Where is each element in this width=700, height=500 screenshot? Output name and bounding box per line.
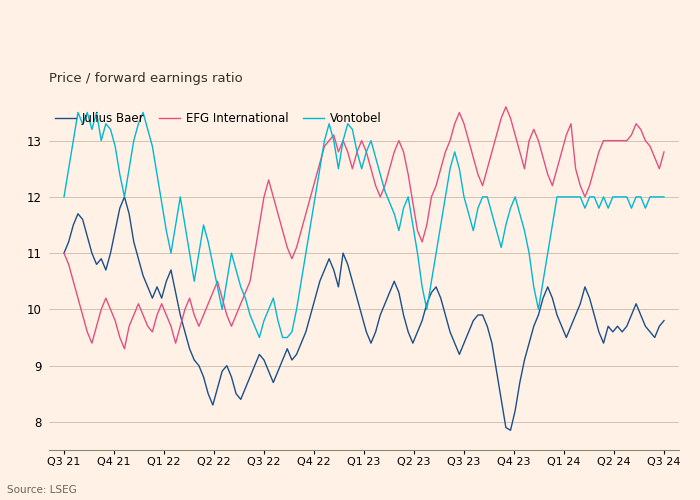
EFG International — [120, 346, 129, 352]
Vontobel — [325, 120, 333, 126]
Vontobel — [511, 194, 519, 200]
Line: Julius Baer: Julius Baer — [64, 197, 664, 430]
Julius Baer — [660, 318, 668, 324]
Vontobel — [60, 194, 68, 200]
Legend: Julius Baer, EFG International, Vontobel: Julius Baer, EFG International, Vontobel — [55, 112, 382, 125]
Vontobel — [381, 188, 389, 194]
Vontobel — [465, 211, 473, 217]
Julius Baer — [539, 295, 547, 301]
EFG International — [660, 149, 668, 155]
Vontobel — [74, 110, 82, 116]
Julius Baer — [511, 408, 519, 414]
Vontobel — [660, 194, 668, 200]
Julius Baer — [60, 250, 68, 256]
EFG International — [511, 132, 519, 138]
EFG International — [321, 143, 329, 149]
Line: EFG International: EFG International — [64, 107, 664, 349]
Julius Baer — [506, 428, 514, 434]
EFG International — [376, 194, 384, 200]
Julius Baer — [460, 340, 468, 346]
Vontobel — [228, 250, 236, 256]
Vontobel — [539, 278, 547, 284]
Julius Baer — [120, 194, 129, 200]
EFG International — [60, 250, 68, 256]
EFG International — [228, 323, 236, 329]
Line: Vontobel: Vontobel — [64, 112, 664, 338]
Text: Source: LSEG: Source: LSEG — [7, 485, 77, 495]
Vontobel — [255, 334, 263, 340]
Julius Baer — [228, 374, 236, 380]
Julius Baer — [321, 267, 329, 273]
Julius Baer — [376, 312, 384, 318]
EFG International — [539, 154, 547, 160]
EFG International — [460, 120, 468, 126]
EFG International — [502, 104, 510, 110]
Text: Price / forward earnings ratio: Price / forward earnings ratio — [49, 72, 243, 85]
